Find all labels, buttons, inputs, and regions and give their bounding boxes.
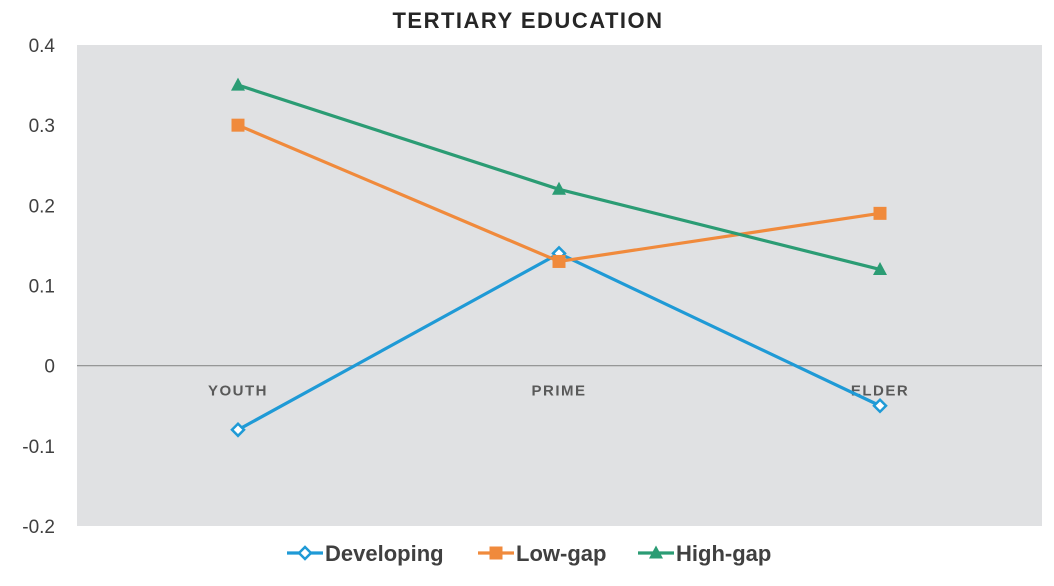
series-high-gap-point-prime [552, 181, 566, 195]
y-axis-ticks: -0.2 -0.1 0 0.1 0.2 0.3 0.4 [22, 36, 55, 538]
legend-item-low-gap-label: Low-gap [516, 541, 606, 566]
series-high-gap [231, 77, 887, 275]
series-low-gap-point-elder [873, 206, 887, 220]
series-low-gap-point-youth [231, 118, 245, 132]
series-low-gap [231, 118, 887, 268]
y-tick-label: 0 [44, 357, 55, 378]
series-high-gap-point-youth [231, 77, 245, 91]
series-low-gap-point-prime [552, 254, 566, 268]
x-tick-label-elder: ELDER [851, 383, 909, 400]
y-tick-label: 0.2 [29, 196, 55, 217]
legend-item-low-gap: Low-gap [478, 541, 606, 566]
series-layer [230, 77, 888, 438]
legend-item-developing-label: Developing [325, 541, 444, 566]
y-tick-label: 0.1 [29, 277, 55, 298]
legend: Developing Low-gap High-gap [287, 541, 771, 566]
legend-item-developing: Developing [287, 541, 444, 566]
y-tick-label: 0.4 [29, 36, 56, 57]
chart-title: TERTIARY EDUCATION [392, 8, 663, 33]
plot-area [77, 45, 1042, 526]
x-axis-ticks: YOUTH PRIME ELDER [208, 383, 909, 400]
series-developing-point-elder [872, 397, 888, 414]
series-high-gap-point-elder [873, 261, 887, 275]
legend-item-high-gap: High-gap [638, 541, 771, 566]
x-tick-label-prime: PRIME [531, 383, 586, 400]
y-tick-label: -0.1 [22, 437, 55, 458]
legend-item-low-gap-marker [489, 546, 503, 560]
legend-item-high-gap-marker [649, 545, 663, 559]
series-developing-point-youth [230, 422, 246, 438]
legend-item-high-gap-label: High-gap [676, 541, 771, 566]
y-tick-label: -0.2 [22, 517, 55, 538]
legend-item-developing-marker [297, 545, 313, 561]
y-tick-label: 0.3 [29, 116, 55, 137]
x-tick-label-youth: YOUTH [208, 383, 268, 400]
